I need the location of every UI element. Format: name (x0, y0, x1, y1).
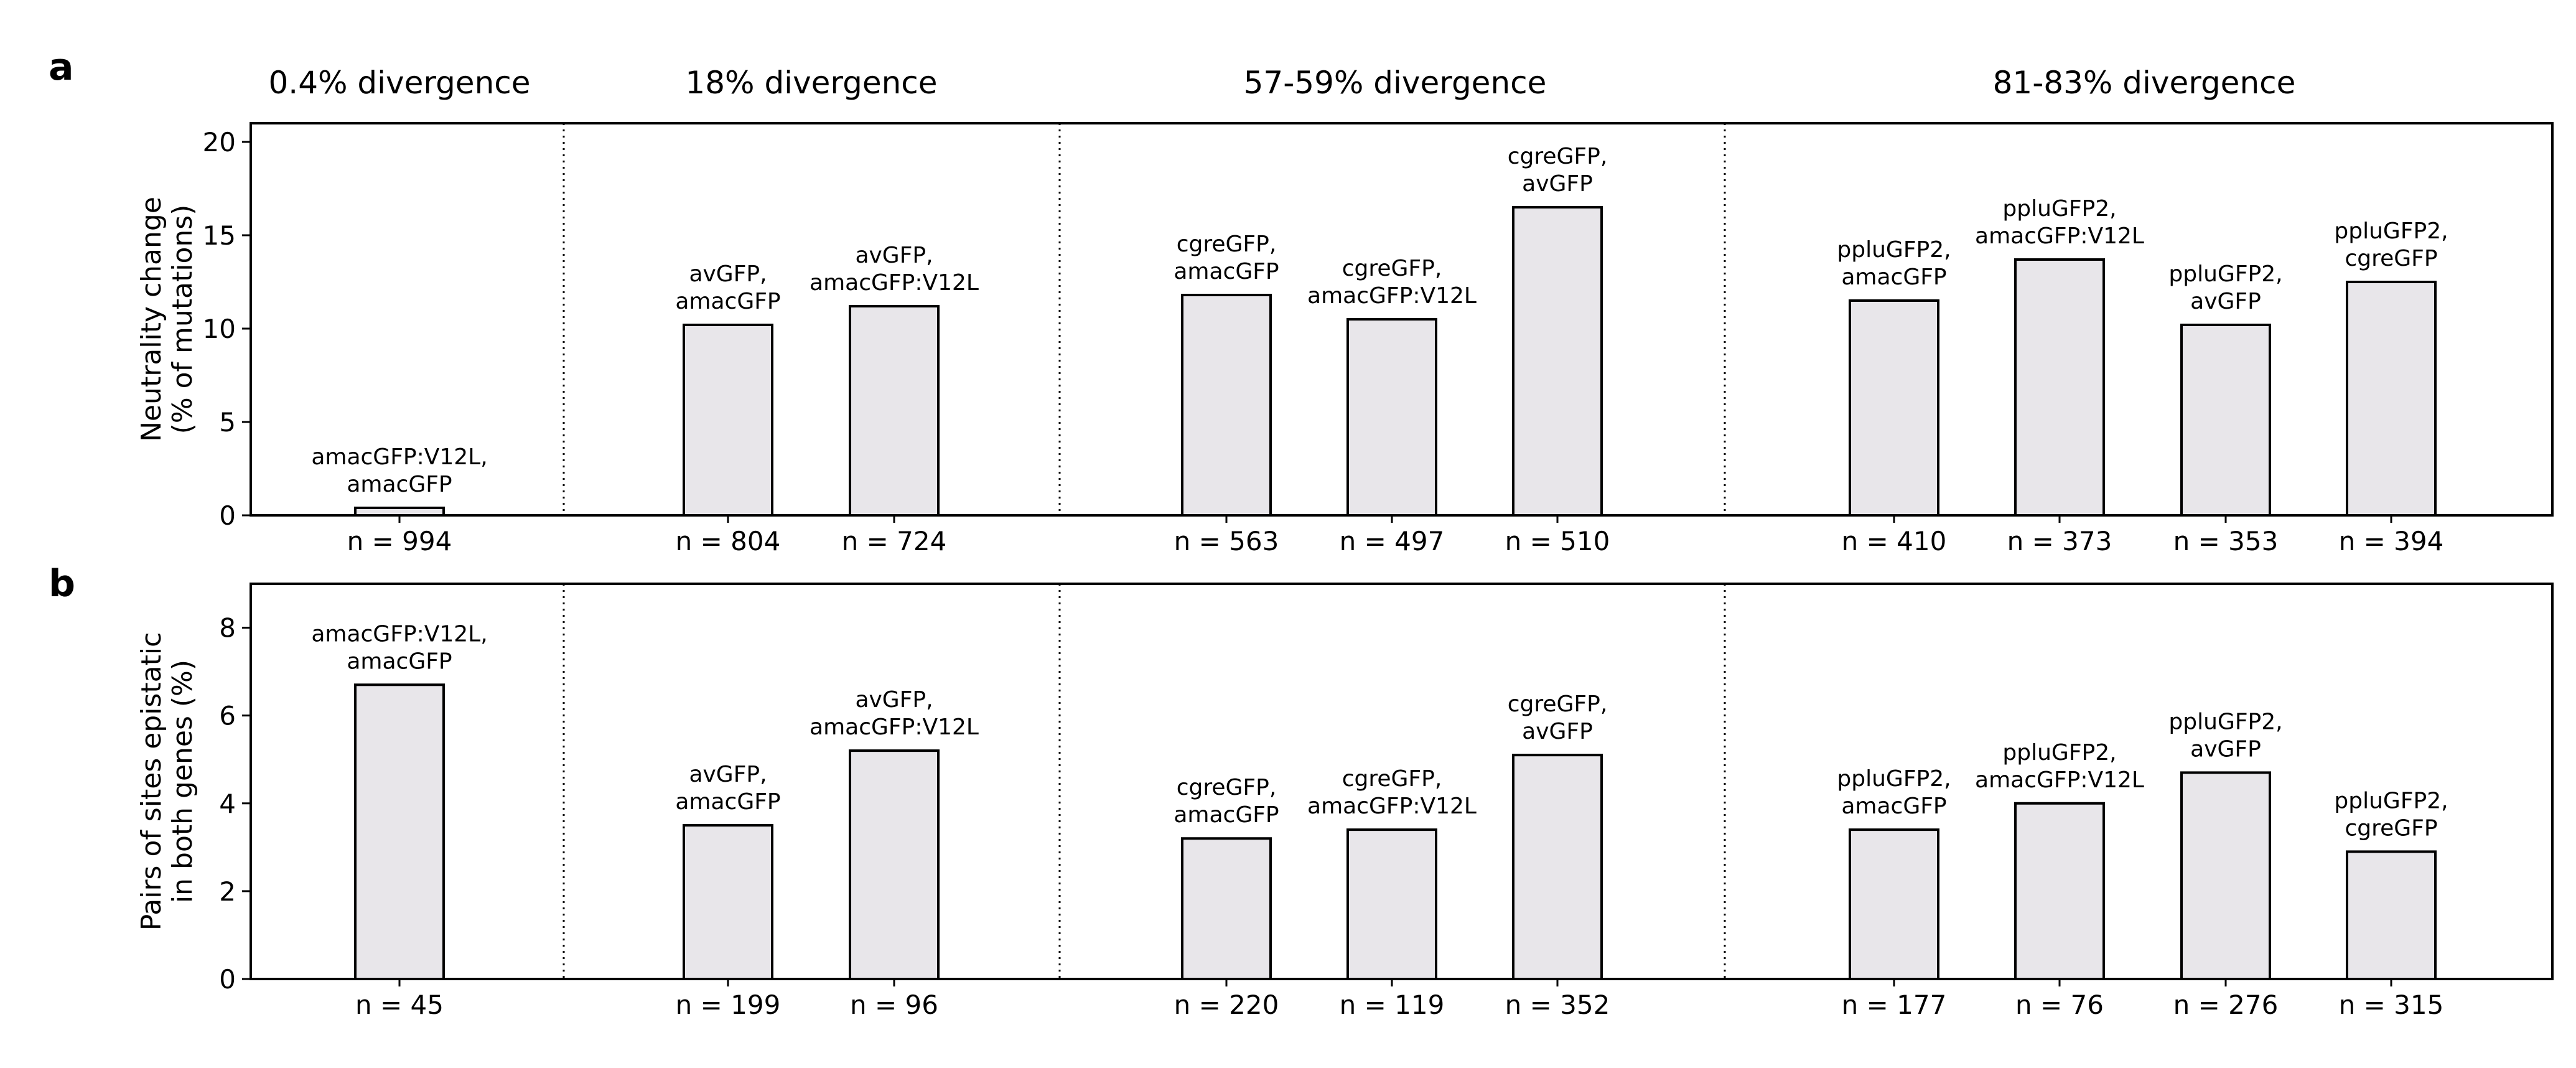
bar (2346, 850, 2437, 981)
n-label: n = 177 (1842, 990, 1947, 1020)
bar (1512, 206, 1603, 517)
n-label: n = 199 (676, 990, 781, 1020)
n-label: n = 119 (1340, 990, 1445, 1020)
group-title: 0.4% divergence (268, 65, 530, 101)
n-label: n = 410 (1842, 526, 1947, 556)
bar (849, 749, 940, 980)
group-title: 18% divergence (685, 65, 937, 101)
n-label: n = 353 (2173, 526, 2279, 556)
plot-frame (250, 122, 2554, 517)
n-label: n = 394 (2339, 526, 2444, 556)
panel-b-chart: amacGFP:V12L, amacGFP n = 45 avGFP, amacGFP n… (136, 583, 2554, 1020)
bar (1181, 294, 1272, 517)
bar (2180, 771, 2271, 981)
bar-label: ppluGFP2, amacGFP:V12L (1975, 740, 2144, 793)
bar-label: ppluGFP2, avGFP (2168, 261, 2282, 314)
y-tick-label: 15 (203, 220, 236, 251)
bar (2014, 258, 2105, 517)
bar (1849, 828, 1939, 980)
y-tick-label: 20 (203, 127, 236, 157)
n-label: n = 510 (1505, 526, 1610, 556)
bar-label: avGFP, amacGFP:V12L (810, 243, 979, 296)
bar-label: amacGFP:V12L, amacGFP (311, 621, 487, 674)
panel-letter-b: b (49, 562, 75, 606)
y-axis-label: Pairs of sites epistaticin both genes (%… (136, 632, 198, 931)
n-label: n = 994 (347, 526, 452, 556)
n-label: n = 45 (355, 990, 444, 1020)
group-title: 81-83% divergence (1993, 65, 2296, 101)
n-label: n = 315 (2339, 990, 2444, 1020)
y-axis-label: Neutrality change(% of mutations) (136, 197, 198, 442)
y-tick-label: 4 (219, 789, 236, 819)
y-tick-label: 0 (219, 500, 236, 531)
bar-label: cgreGFP, amacGFP:V12L (1307, 256, 1477, 309)
bar-label: avGFP, amacGFP (675, 762, 780, 815)
bar (683, 324, 773, 517)
bar (2346, 281, 2437, 517)
n-label: n = 724 (842, 526, 947, 556)
n-label: n = 497 (1340, 526, 1445, 556)
bar-label: cgreGFP, amacGFP (1174, 775, 1279, 828)
bar-label: cgreGFP, avGFP (1508, 144, 1608, 197)
n-label: n = 563 (1174, 526, 1279, 556)
bar-label: amacGFP:V12L, amacGFP (311, 444, 487, 497)
n-label: n = 352 (1505, 990, 1610, 1020)
y-tick-label: 5 (219, 407, 236, 438)
bar (849, 305, 940, 517)
bar-label: cgreGFP, avGFP (1508, 691, 1608, 744)
bar-label: ppluGFP2, amacGFP (1837, 237, 1951, 290)
y-tick-label: 6 (219, 701, 236, 731)
bar-label: cgreGFP, amacGFP (1174, 232, 1279, 284)
panel-letter-a: a (49, 45, 74, 89)
y-tick-label: 10 (203, 314, 236, 344)
n-label: n = 76 (2015, 990, 2104, 1020)
bar-label: ppluGFP2, amacGFP:V12L (1975, 196, 2144, 249)
y-tick-label: 2 (219, 876, 236, 907)
group-title: 57-59% divergence (1244, 65, 1547, 101)
bar-label: cgreGFP, amacGFP:V12L (1307, 766, 1477, 819)
bar (1346, 318, 1437, 517)
bar-label: ppluGFP2, amacGFP (1837, 766, 1951, 819)
n-label: n = 804 (676, 526, 781, 556)
bar-label: avGFP, amacGFP:V12L (810, 687, 979, 740)
bar-label: avGFP, amacGFP (675, 261, 780, 314)
bar-label: ppluGFP2, cgreGFP (2334, 218, 2448, 271)
bar (1849, 299, 1939, 517)
bar (2014, 802, 2105, 981)
bar-label: ppluGFP2, cgreGFP (2334, 788, 2448, 841)
n-label: n = 373 (2007, 526, 2112, 556)
n-label: n = 96 (850, 990, 938, 1020)
y-tick-label: 0 (219, 964, 236, 995)
bar (1512, 754, 1603, 980)
plot-frame (250, 583, 2554, 980)
bar (2180, 324, 2271, 517)
group-titles: 0.4% divergence 18% divergence 57-59% di… (268, 65, 2295, 101)
bar-label: ppluGFP2, avGFP (2168, 709, 2282, 762)
bar (1181, 837, 1272, 980)
panel-a-chart: amacGFP:V12L, amacGFP n = 994 avGFP, amacGFP… (136, 122, 2554, 556)
n-label: n = 220 (1174, 990, 1279, 1020)
bar (354, 683, 445, 981)
bar (683, 824, 773, 980)
n-label: n = 276 (2173, 990, 2279, 1020)
bar (1346, 828, 1437, 980)
y-tick-label: 8 (219, 613, 236, 644)
